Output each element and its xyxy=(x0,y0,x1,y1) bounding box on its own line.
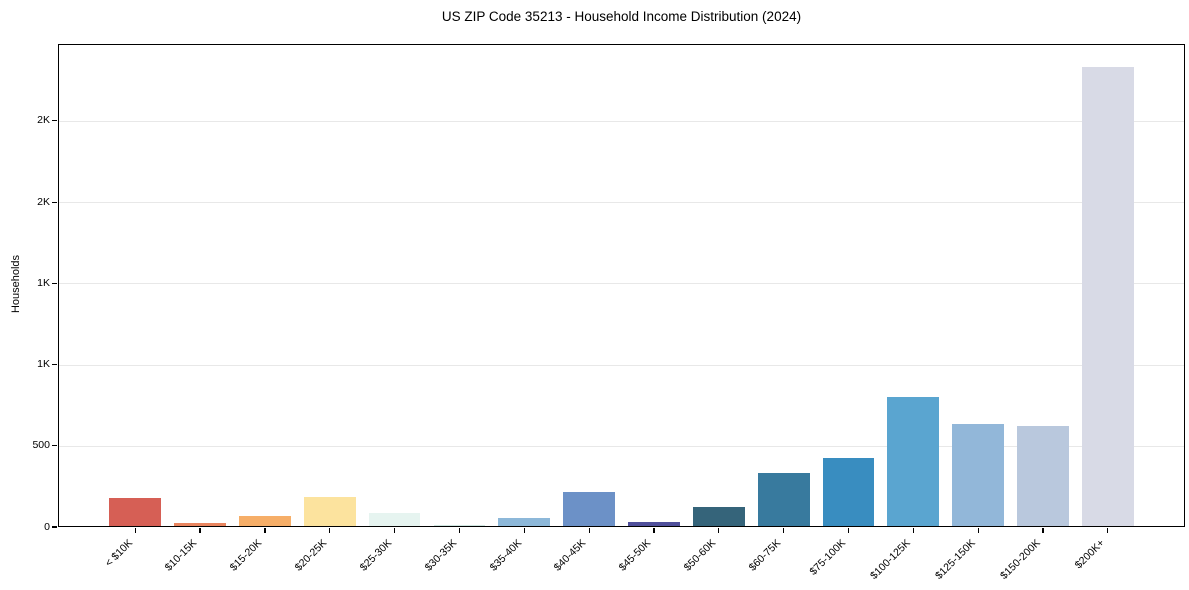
chart-title: US ZIP Code 35213 - Household Income Dis… xyxy=(441,9,802,24)
x-tick-mark xyxy=(847,528,850,533)
x-tick-mark xyxy=(393,528,396,533)
x-tick-mark xyxy=(977,528,979,533)
y-tick-label: 2K xyxy=(37,195,50,208)
x-tick-mark xyxy=(329,528,331,533)
y-tick-mark xyxy=(52,445,57,447)
x-tick-label: $60-75K xyxy=(746,537,784,574)
x-tick-label: $150-200K xyxy=(997,537,1043,582)
y-tick-label: 0 xyxy=(44,520,50,533)
gridline xyxy=(58,202,1185,204)
y-tick-mark xyxy=(52,363,57,366)
bar-150-200k xyxy=(1017,425,1069,527)
x-tick-label: $45-50K xyxy=(616,537,654,574)
bar-40-45k xyxy=(563,492,615,527)
y-tick-mark xyxy=(52,201,57,203)
bar-15-20k xyxy=(238,516,291,527)
x-tick-mark xyxy=(588,528,590,533)
x-tick-label: $15-20K xyxy=(227,537,265,574)
bar-125-150k xyxy=(952,424,1005,527)
bar-60-75k xyxy=(757,473,810,527)
x-tick-label: $100-125K xyxy=(867,537,913,582)
gridline xyxy=(58,283,1185,285)
y-tick-label: 2K xyxy=(37,114,50,127)
bar-10-15k xyxy=(174,522,226,527)
x-tick-mark xyxy=(653,528,655,533)
x-tick-label: $10-15K xyxy=(162,537,200,574)
x-tick-label: $25-30K xyxy=(357,537,394,574)
x-tick-mark xyxy=(912,528,914,533)
y-tick-mark xyxy=(52,282,57,284)
x-tick-mark xyxy=(199,528,201,533)
plot-area xyxy=(58,44,1185,527)
x-tick-mark xyxy=(783,528,785,533)
x-tick-label: $200K+ xyxy=(1073,537,1108,572)
gridline xyxy=(58,445,1185,447)
x-tick-label: < $10K xyxy=(102,537,135,570)
x-tick-label: $125-150K xyxy=(932,537,978,582)
bar-200k xyxy=(1081,67,1134,527)
x-tick-label: $35-40K xyxy=(487,537,524,574)
y-tick-mark xyxy=(52,120,57,122)
bar-75-100k xyxy=(822,457,875,527)
bar-100-125k xyxy=(887,396,940,527)
bar-50-60k xyxy=(692,506,745,527)
x-tick-label: $30-35K xyxy=(422,537,459,574)
gridline xyxy=(58,364,1185,366)
bar-25-30k xyxy=(368,513,421,527)
y-tick-label: 500 xyxy=(32,439,50,452)
y-tick-mark xyxy=(52,526,57,528)
x-tick-label: $75-100K xyxy=(807,537,848,578)
bar-10k xyxy=(109,497,162,527)
y-tick-label: 1K xyxy=(37,358,50,370)
bar-45-50k xyxy=(628,522,680,527)
gridline xyxy=(58,120,1185,122)
x-tick-mark xyxy=(718,528,720,533)
x-tick-label: $20-25K xyxy=(292,537,330,574)
bar-20-25k xyxy=(303,497,356,527)
x-tick-label: $40-45K xyxy=(552,537,589,574)
x-tick-mark xyxy=(264,528,266,533)
x-tick-mark xyxy=(134,528,136,533)
x-tick-label: $50-60K xyxy=(681,537,719,574)
bar-30-35k xyxy=(433,525,486,527)
y-tick-label: 1K xyxy=(37,276,50,289)
x-tick-mark xyxy=(1042,528,1044,533)
x-tick-mark xyxy=(1107,528,1109,533)
x-tick-mark xyxy=(458,528,461,533)
bar-35-40k xyxy=(498,517,551,527)
x-tick-mark xyxy=(523,528,525,533)
